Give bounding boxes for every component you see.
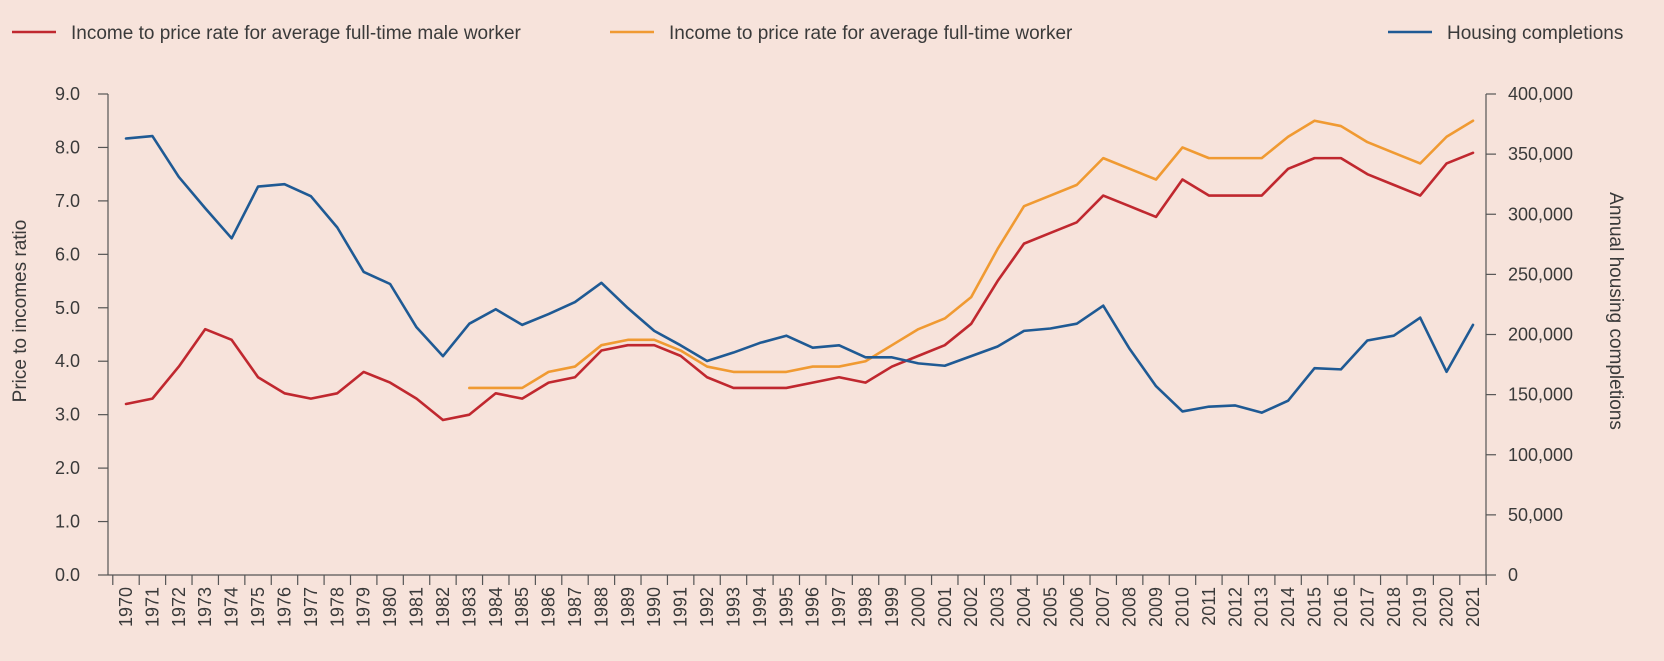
x-tick-label: 2021 <box>1463 587 1483 627</box>
x-tick-label: 2004 <box>1014 587 1034 627</box>
x-tick-label: 1998 <box>856 587 876 627</box>
x-tick-label: 1993 <box>723 587 743 627</box>
y-axis-title-left: Price to incomes ratio <box>10 220 31 403</box>
x-tick-label: 2015 <box>1305 587 1325 627</box>
right-y-tick-label: 100,000 <box>1508 445 1573 465</box>
x-tick-label: 2018 <box>1384 587 1404 627</box>
legend-item-housing-completions: Housing completions <box>1388 23 1623 44</box>
x-tick-label: 2007 <box>1093 587 1113 627</box>
legend: Income to price rate for average full-ti… <box>12 23 1623 44</box>
x-tick-label: 1990 <box>644 587 664 627</box>
legend-label-male-worker: Income to price rate for average full-ti… <box>71 23 522 44</box>
x-tick-label: 2010 <box>1172 587 1192 627</box>
x-tick-label: 1991 <box>671 587 691 627</box>
series-line-average-worker <box>468 119 1475 390</box>
legend-label-average-worker: Income to price rate for average full-ti… <box>669 23 1073 44</box>
x-tick-label: 1985 <box>512 587 532 627</box>
x-tick-label: 1984 <box>486 587 506 627</box>
x-tick-label: 2017 <box>1357 587 1377 627</box>
x-tick-label: 1986 <box>539 587 559 627</box>
x-tick-label: 1989 <box>618 587 638 627</box>
x-tick-label: 1980 <box>380 587 400 627</box>
x-tick-label: 1992 <box>697 587 717 627</box>
left-y-tick-label: 9.0 <box>55 84 80 104</box>
right-y-tick-label: 250,000 <box>1508 264 1573 284</box>
x-tick-label: 2016 <box>1331 587 1351 627</box>
right-y-ticks: 0 50,000 100,000 150,000 200,000 250,000 300,0… <box>1486 84 1573 585</box>
x-tick-label: 2009 <box>1146 587 1166 627</box>
x-tick-label: 1970 <box>116 587 136 627</box>
left-y-tick-label: 5.0 <box>55 298 80 318</box>
left-y-tick-label: 2.0 <box>55 458 80 478</box>
x-tick-label: 2011 <box>1199 587 1219 626</box>
left-y-tick-label: 7.0 <box>55 191 80 211</box>
x-tick-label: 1975 <box>248 587 268 627</box>
legend-label-housing-completions: Housing completions <box>1447 23 1623 44</box>
x-tick-label: 2014 <box>1278 587 1298 627</box>
left-y-tick-label: 4.0 <box>55 351 80 371</box>
right-y-tick-label: 400,000 <box>1508 84 1573 104</box>
x-tick-label: 1988 <box>591 587 611 627</box>
x-tick-label: 1973 <box>195 587 215 627</box>
x-tick-label: 2008 <box>1120 587 1140 627</box>
x-tick-label: 1974 <box>222 587 242 627</box>
y-axis-title-right: Annual housing completions <box>1605 192 1626 430</box>
x-tick-label: 1976 <box>274 587 294 627</box>
x-tick-label: 1997 <box>829 587 849 627</box>
right-y-tick-label: 150,000 <box>1508 385 1573 405</box>
x-tick-label: 2012 <box>1225 587 1245 627</box>
x-tick-label: 1982 <box>433 587 453 627</box>
left-y-tick-label: 0.0 <box>55 565 80 585</box>
left-y-tick-label: 8.0 <box>55 137 80 157</box>
left-y-tick-label: 3.0 <box>55 405 80 425</box>
x-tick-label: 1977 <box>301 587 321 627</box>
right-y-tick-label: 350,000 <box>1508 144 1573 164</box>
x-tick-label: 2019 <box>1410 587 1430 627</box>
series-lines <box>124 119 1475 422</box>
x-tick-label: 1971 <box>142 587 162 627</box>
x-tick-label: 2006 <box>1067 587 1087 627</box>
series-line-housing-completions <box>124 134 1475 414</box>
x-tick-label: 1981 <box>407 587 427 627</box>
x-tick-label: 1979 <box>354 587 374 627</box>
x-tick-label: 2000 <box>908 587 928 627</box>
x-tick-label: 2013 <box>1252 587 1272 627</box>
x-tick-label: 1999 <box>882 587 902 627</box>
x-tick-label: 1994 <box>750 587 770 627</box>
x-tick-label: 2001 <box>935 587 955 627</box>
x-tick-label: 1983 <box>459 587 479 627</box>
right-y-tick-label: 0 <box>1508 565 1518 585</box>
x-tick-label: 1995 <box>776 587 796 627</box>
x-tick-label: 2003 <box>988 587 1008 627</box>
x-tick-label: 2005 <box>1040 587 1060 627</box>
right-y-tick-label: 50,000 <box>1508 505 1563 525</box>
x-tick-label: 2020 <box>1437 587 1457 627</box>
x-tick-label: 1978 <box>327 587 347 627</box>
left-y-tick-label: 6.0 <box>55 244 80 264</box>
x-tick-label: 1996 <box>803 587 823 627</box>
x-ticks: 1970 1971 1972 1973 1974 1975 1976 1977 1978 1979… <box>112 575 1487 627</box>
left-y-tick-label: 1.0 <box>55 512 80 532</box>
series-line-male-worker <box>124 151 1475 422</box>
x-tick-label: 2002 <box>961 587 981 627</box>
right-y-tick-label: 200,000 <box>1508 325 1573 345</box>
x-tick-label: 1972 <box>169 587 189 627</box>
right-y-tick-label: 300,000 <box>1508 204 1573 224</box>
legend-item-male-worker: Income to price rate for average full-ti… <box>12 23 522 44</box>
left-y-ticks: 0.0 1.0 2.0 3.0 4.0 5.0 6.0 7.0 8.0 9.0 <box>55 84 108 585</box>
legend-item-average-worker: Income to price rate for average full-ti… <box>610 23 1073 44</box>
x-tick-label: 1987 <box>565 587 585 627</box>
